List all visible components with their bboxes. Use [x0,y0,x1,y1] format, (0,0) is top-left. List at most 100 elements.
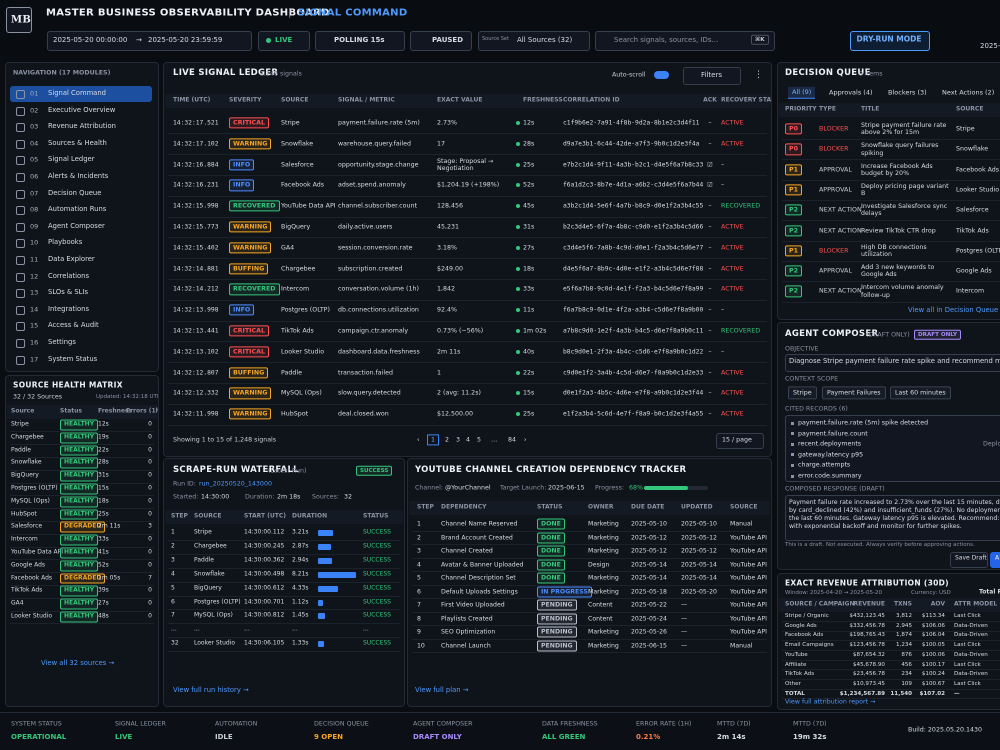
page-button[interactable]: 1 [427,434,440,446]
nav-number[interactable]: 13 [30,288,39,297]
table-cell: ACTIVE [721,264,744,272]
nav-item[interactable]: Settings [48,338,76,347]
approve-button[interactable] [990,552,1000,568]
nav-number[interactable]: 17 [30,354,39,363]
nav-item[interactable]: Signal Command [48,89,106,98]
freshness-dot [516,204,520,209]
nav-item[interactable]: Integrations [48,304,89,313]
nav-item[interactable]: Data Explorer [48,255,95,264]
scope-chip[interactable]: Payment Failures [822,386,886,400]
nav-item[interactable]: Alerts & Incidents [48,172,109,181]
table-cell: Postgres (OLTP) [194,598,241,606]
scope-chip[interactable]: Last 60 minutes [890,386,951,400]
view-attribution-link[interactable]: View full attribution report → [785,698,876,706]
source-set-select[interactable] [478,31,590,51]
page-button[interactable]: 5 [477,436,482,444]
nav-item[interactable]: Playbooks [48,238,83,247]
live-toggle[interactable] [258,31,310,51]
nav-item[interactable]: Signal Ledger [48,155,95,164]
pause-button[interactable] [410,31,472,51]
table-cell: Last Click [954,680,981,687]
page-button[interactable]: 84 [508,436,517,444]
total-label: Total R [979,588,1000,596]
nav-item[interactable]: Revenue Attribution [48,122,116,131]
search-placeholder: Search signals, sources, IDs... [614,35,719,44]
status-badge: BUFFING [229,262,269,275]
row-divider [412,611,767,613]
search-input[interactable] [595,31,775,51]
view-queue-link[interactable]: View all in Decision Queue → [908,306,1000,315]
view-runs-link[interactable]: View full run history → [173,686,249,695]
queue-tab[interactable]: Next Actions (2) [942,88,995,97]
table-cell: ACTIVE [721,140,744,148]
nav-number[interactable]: 03 [30,122,39,131]
nav-number[interactable]: 12 [30,271,39,280]
nav-number[interactable]: 14 [30,305,39,314]
table-cell: 10 [417,641,425,649]
table-cell: 2025-05-14 [631,574,667,582]
page-button[interactable]: 3 [456,436,461,444]
status-badge: DONE [537,518,565,530]
table-cell: 33s [523,285,535,293]
queue-tab[interactable]: All (9) [788,86,816,100]
scope-chip[interactable]: Stripe [788,386,817,400]
page-size-select[interactable] [716,433,764,449]
table-cell: 2025-05-26 [631,628,667,636]
table-cell: Stripe / Organic [785,612,829,619]
nav-number[interactable]: 09 [30,222,39,231]
nav-number[interactable]: 04 [30,139,39,148]
nav-item[interactable]: Agent Composer [48,221,105,230]
response-text: Payment failure rate increased to 2.73% … [789,499,1000,531]
nav-item[interactable]: Correlations [48,271,90,280]
nav-item[interactable]: Sources & Health [48,138,107,147]
table-cell: 14:32:11.998 [173,410,219,418]
table-cell: NEXT ACTION [819,226,862,234]
date-range[interactable] [47,31,252,51]
table-cell: $100.67 [921,680,945,687]
nav-number[interactable]: 07 [30,188,39,197]
view-plan-link[interactable]: View full plan → [415,686,469,695]
table-cell: 14:30:00.612 [244,584,285,592]
page-button[interactable]: … [491,436,498,444]
nav-item[interactable]: Access & Audit [48,321,99,330]
view-sources-link[interactable]: View all 32 sources → [41,659,115,668]
nav-number[interactable]: 05 [30,155,39,164]
save-draft-button[interactable] [950,552,988,568]
dry-run-button[interactable] [850,31,930,51]
nav-item[interactable]: Decision Queue [48,188,102,197]
item-count: 9 items [859,70,883,78]
nav-number[interactable]: 08 [30,205,39,214]
menu-button[interactable]: ⋮ [754,69,763,80]
filters-button[interactable] [683,67,741,85]
status-badge: WARNING [229,242,272,254]
page-button[interactable]: › [524,436,527,444]
page-button[interactable]: 2 [445,436,450,444]
page-button[interactable]: ‹ [417,436,420,444]
nav-number[interactable]: 11 [30,255,39,264]
auto-scroll-toggle[interactable] [654,71,669,79]
nav-item[interactable]: System Status [48,354,98,363]
nav-number[interactable]: 02 [30,105,39,114]
nav-number[interactable]: 16 [30,338,39,347]
column-header: Source [11,407,35,415]
queue-tab[interactable]: Blockers (3) [888,88,927,97]
nav-number[interactable]: 10 [30,238,39,247]
nav-item[interactable]: SLOs & SLIs [48,288,89,297]
nav-number[interactable]: 06 [30,172,39,181]
nav-item[interactable]: Automation Runs [48,205,107,214]
table-cell: 2025-05-10 [631,520,667,528]
column-header: Freshness [98,407,133,415]
polling-button[interactable] [315,31,405,51]
nav-number[interactable]: 15 [30,321,39,330]
table-cell: Increase Facebook Ads budget by 20% [861,162,933,177]
table-cell: YouTube API [730,547,767,555]
queue-tab[interactable]: Approvals (4) [829,88,873,97]
record-bullet [791,453,794,457]
nav-number[interactable]: 01 [30,89,39,98]
nav-item[interactable]: Executive Overview [48,105,116,114]
duration-bar [318,543,332,550]
table-cell: 12s [98,420,109,428]
column-header: SEVERITY [229,96,262,104]
status-badge: PENDING [537,599,577,611]
page-button[interactable]: 4 [466,436,471,444]
